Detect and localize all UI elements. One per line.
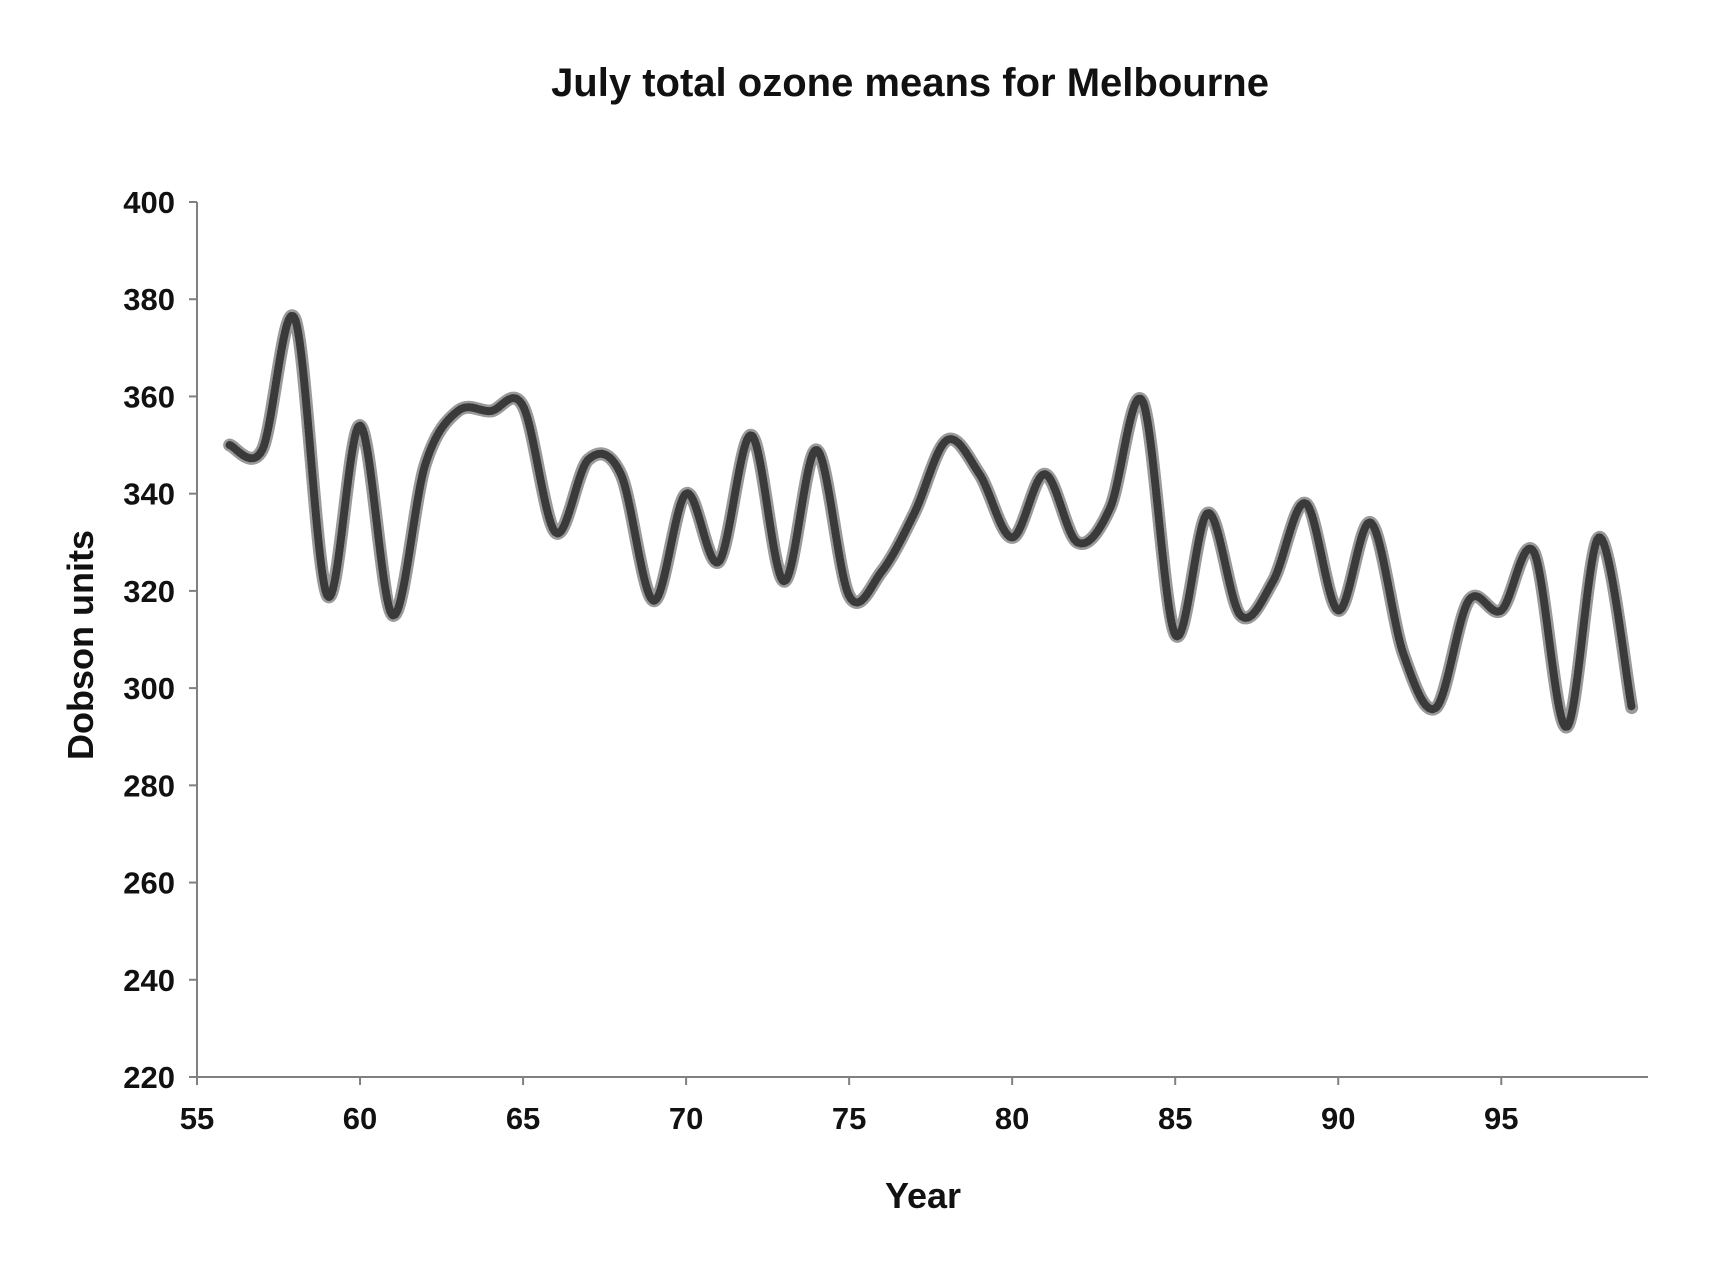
data-point	[1304, 501, 1308, 505]
data-point	[880, 569, 884, 573]
data-point	[521, 404, 525, 408]
series-line-halo	[223, 309, 1639, 734]
x-tick-label: 70	[669, 1101, 703, 1136]
data-point	[1532, 550, 1536, 554]
x-tick-label: 90	[1321, 1101, 1355, 1136]
data-point	[1369, 521, 1373, 525]
x-tick-label: 60	[343, 1101, 377, 1136]
data-point	[1401, 652, 1405, 656]
data-point	[488, 409, 492, 413]
data-point	[293, 317, 297, 321]
data-point	[1336, 608, 1340, 612]
data-point	[260, 448, 264, 452]
data-point	[1499, 608, 1503, 612]
data-point	[456, 409, 460, 413]
data-point	[1075, 540, 1079, 544]
data-point	[1630, 706, 1634, 710]
data-point	[325, 594, 329, 598]
data-point	[1173, 633, 1177, 637]
y-tick-label: 360	[123, 379, 175, 414]
data-point	[978, 472, 982, 476]
y-tick-label: 300	[123, 671, 175, 706]
x-axis-title: Year	[885, 1175, 961, 1216]
data-point	[717, 560, 721, 564]
y-tick-label: 240	[123, 963, 175, 998]
x-tick-label: 75	[832, 1101, 866, 1136]
data-point	[651, 599, 655, 603]
data-point	[815, 448, 819, 452]
x-tick-label: 85	[1158, 1101, 1192, 1136]
data-point	[1108, 506, 1112, 510]
data-point	[1434, 706, 1438, 710]
chart-title: July total ozone means for Melbourne	[551, 61, 1269, 105]
data-point	[749, 433, 753, 437]
series-line	[225, 311, 1636, 732]
y-tick-label: 380	[123, 282, 175, 317]
data-point	[228, 443, 232, 447]
x-tick-label: 55	[180, 1101, 214, 1136]
y-axis-title: Dobson units	[60, 530, 101, 760]
data-point	[782, 579, 786, 583]
y-tick-label: 280	[123, 768, 175, 803]
data-point	[1141, 399, 1145, 403]
data-point	[684, 492, 688, 496]
data-point	[423, 463, 427, 466]
x-tick-label: 80	[995, 1101, 1029, 1136]
data-point	[586, 458, 590, 462]
y-tick-label: 400	[123, 185, 175, 220]
data-point	[1010, 535, 1014, 539]
x-tick-label: 95	[1484, 1101, 1518, 1136]
data-point	[847, 594, 851, 598]
data-point	[1564, 725, 1568, 729]
y-tick-label: 340	[123, 477, 175, 512]
plot-area	[223, 309, 1639, 734]
y-tick-label: 320	[123, 574, 175, 609]
data-point	[1238, 613, 1242, 617]
data-point	[1271, 579, 1275, 583]
data-point	[1206, 511, 1210, 515]
data-point	[358, 424, 362, 428]
data-point	[554, 531, 558, 535]
y-tick-label: 220	[123, 1060, 175, 1095]
data-point	[1597, 535, 1601, 539]
y-tick-label: 260	[123, 866, 175, 901]
data-point	[1467, 599, 1471, 603]
data-point	[391, 613, 395, 617]
data-point	[619, 472, 623, 476]
data-point	[912, 511, 916, 515]
x-tick-label: 65	[506, 1101, 540, 1136]
data-point	[1043, 472, 1047, 476]
data-point	[945, 438, 949, 442]
axes: 220 240 260 280 300 320 340 360 380 400 55 60 65 70 75…	[123, 185, 1648, 1136]
